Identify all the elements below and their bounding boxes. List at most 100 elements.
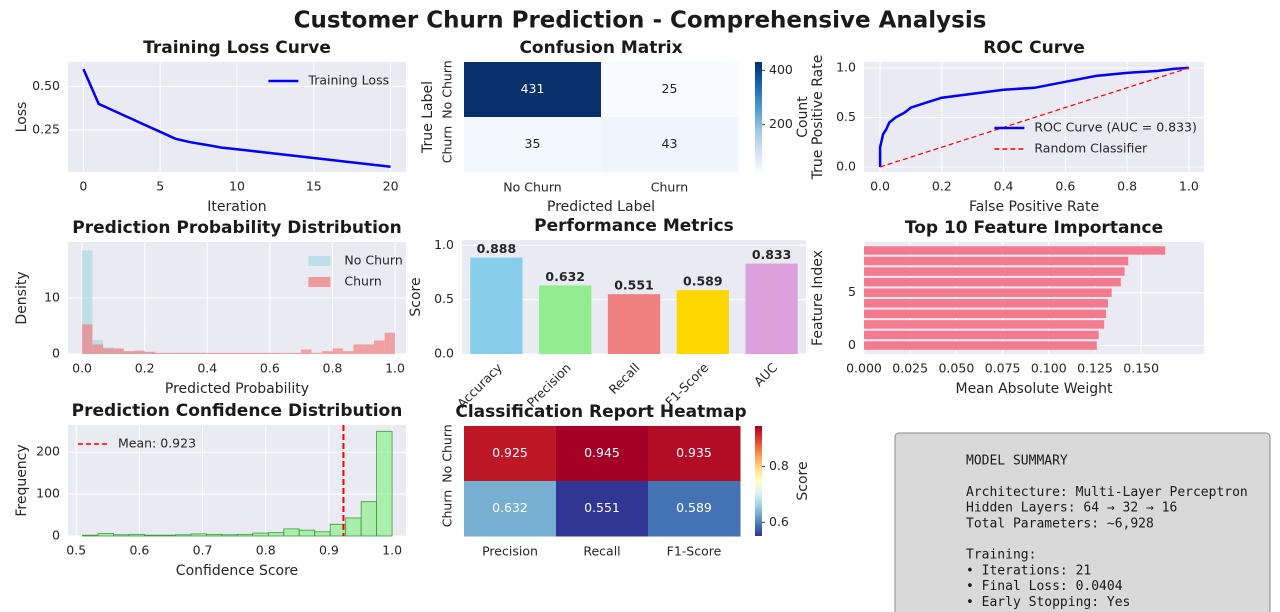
colorbar-label: Score	[795, 461, 811, 500]
chart-title: ROC Curve	[983, 38, 1085, 58]
line-series	[878, 66, 1189, 167]
y-tick-label: No Churn	[440, 424, 455, 482]
plot-area	[68, 425, 406, 536]
x-tick-label: 0.075	[985, 361, 1021, 376]
y-tick-label: 5	[848, 284, 856, 299]
cell-label: 25	[662, 81, 678, 96]
bar	[864, 246, 1166, 255]
histogram-bar	[269, 352, 281, 354]
x-tick-label: 15	[306, 179, 322, 194]
summary-line: • Iterations: 21	[966, 563, 1091, 578]
summary-line: MODEL SUMMARY	[966, 454, 1068, 469]
x-tick-label: 10	[229, 179, 245, 194]
bar	[470, 257, 523, 354]
chart-title: Classification Report Heatmap	[455, 402, 746, 422]
bar	[864, 299, 1108, 308]
histogram-bar	[267, 532, 285, 537]
line-series	[879, 67, 1190, 168]
histogram-bar	[384, 332, 396, 354]
histogram-bar	[280, 352, 291, 354]
x-tick-label: 0.5	[66, 543, 86, 558]
summary-box	[894, 432, 1271, 612]
histogram-bar	[332, 348, 343, 354]
bar	[864, 341, 1097, 350]
histogram-bar	[322, 351, 333, 354]
histogram-bar	[353, 344, 364, 354]
histogram-bar	[311, 352, 323, 354]
colorbar-label: Count	[795, 96, 811, 138]
heatmap-cell	[648, 481, 741, 537]
y-tick-label: 0.5	[836, 109, 856, 124]
y-tick-label: 0	[848, 337, 856, 352]
summary-line: Training:	[966, 548, 1036, 563]
histogram-bar	[259, 352, 270, 354]
x-tick-label: No Churn	[503, 180, 561, 195]
histogram-bar	[374, 340, 385, 354]
summary-line: • Early Stopping: Yes	[966, 595, 1130, 610]
colorbar	[755, 426, 762, 536]
bar	[864, 256, 1129, 266]
x-tick-label: 0.2	[932, 179, 952, 194]
summary-line: Hidden Layers: 64 → 32 → 16	[966, 501, 1177, 516]
x-tick-label: 0.4	[197, 361, 217, 376]
legend-label: ROC Curve (AUC = 0.833)	[1034, 120, 1196, 135]
bar	[864, 330, 1099, 340]
y-tick-label: 1.0	[434, 237, 454, 252]
heatmap-cell	[556, 481, 649, 537]
histogram-bar	[82, 534, 99, 537]
cell-label: 0.632	[492, 500, 528, 515]
x-axis-label: Predicted Probability	[165, 381, 309, 397]
x-tick-label: 0.7	[193, 543, 213, 558]
histogram-bar	[207, 352, 218, 354]
histogram-bar	[314, 531, 331, 537]
x-tick-label: 0	[79, 179, 87, 194]
bar-value-label: 0.551	[614, 278, 654, 293]
chart-title: Performance Metrics	[534, 216, 734, 236]
cell-label: 0.935	[676, 445, 712, 460]
bar	[745, 263, 798, 354]
heatmap-cell	[648, 426, 741, 482]
bar-value-label: 0.833	[752, 247, 792, 262]
chart-title: Confusion Matrix	[519, 38, 682, 58]
bar-value-label: 0.632	[545, 269, 585, 284]
histogram-bar	[290, 352, 302, 354]
x-tick-label: 0.125	[1077, 361, 1113, 376]
x-tick-label: 20	[383, 179, 399, 194]
y-tick-label: 0.25	[32, 122, 60, 137]
histogram-bar	[103, 348, 114, 354]
y-axis-label: Density	[14, 271, 30, 324]
histogram-bar	[175, 352, 187, 354]
colorbar	[755, 62, 762, 172]
bar	[864, 309, 1107, 319]
legend-swatch	[308, 256, 331, 266]
x-tick-label: F1-Score	[667, 544, 722, 559]
x-axis-label: Iteration	[207, 199, 266, 215]
histogram-bar	[283, 528, 300, 537]
y-tick-label: Churn	[440, 126, 455, 163]
x-tick-label: 0.6	[260, 361, 280, 376]
cell-label: 0.925	[492, 445, 528, 460]
bar	[539, 285, 592, 354]
histogram-bar	[190, 533, 207, 537]
y-tick-label: 0	[52, 346, 60, 361]
x-tick-label: Churn	[651, 180, 688, 195]
y-axis-label: Frequency	[14, 444, 30, 516]
histogram-bar	[155, 352, 166, 354]
histogram-bar	[165, 352, 176, 354]
bar	[864, 320, 1105, 329]
x-tick-label: Recall	[583, 544, 620, 559]
x-tick-label: 1.0	[385, 361, 405, 376]
y-tick-label: 0	[52, 528, 60, 543]
x-tick-label: 0.6	[129, 543, 149, 558]
histogram-bar	[221, 534, 238, 537]
legend-swatch	[308, 277, 331, 287]
x-tick-label: 0.8	[256, 543, 276, 558]
legend-label: Random Classifier	[1034, 141, 1148, 156]
chart-title: Prediction Probability Distribution	[72, 218, 401, 238]
heatmap-cell	[601, 62, 739, 118]
cell-label: 35	[525, 136, 541, 151]
y-axis-label: Loss	[14, 102, 30, 133]
cell-label: 0.551	[584, 500, 620, 515]
histogram-bar	[248, 352, 260, 354]
